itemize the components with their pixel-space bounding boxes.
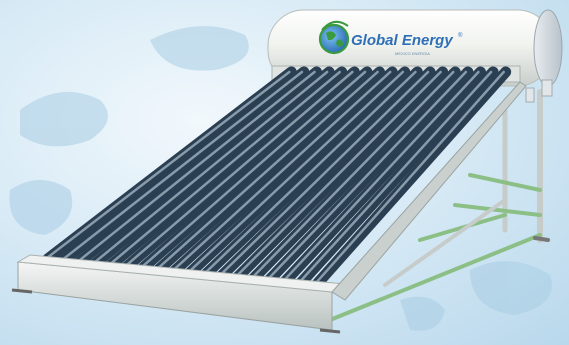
background-map-shapes [9,26,552,331]
vacuum-tube-highlight [75,70,316,264]
vacuum-tube [120,66,360,273]
vacuum-tube-highlight [201,70,417,277]
vacuum-tube-highlight [122,70,354,269]
vacuum-tube-highlight [185,70,405,276]
vacuum-tube [167,66,398,278]
vacuum-tube-highlight [295,70,493,287]
evacuated-tubes [42,66,512,293]
vacuum-tube-highlight [232,70,442,281]
vacuum-tube [293,66,499,291]
vacuum-tube-highlight [310,70,505,289]
bottom-rail [11,254,347,334]
vacuum-tube [199,66,423,281]
vacuum-tube-highlight [169,70,392,274]
brand-name: Global Energy [351,32,453,49]
brand-logo: Global Energy ® MEXICO ENERGIA [318,20,463,56]
vacuum-tube [183,66,411,280]
vacuum-tube-highlight [91,70,329,266]
vacuum-tube [214,66,436,283]
vacuum-tube-highlight [216,70,430,279]
vacuum-tube-highlight [248,70,455,282]
vacuum-tube [230,66,449,285]
vacuum-tube [136,66,373,275]
vacuum-tube-highlight [263,70,468,284]
vacuum-tube [246,66,461,286]
globe-icon [318,23,350,55]
vacuum-tube-highlight [279,70,480,286]
support-frame [328,89,550,322]
vacuum-tube [277,66,486,290]
vacuum-tube-highlight [107,70,341,267]
vacuum-tube [152,66,386,276]
vacuum-tube-highlight [60,70,304,262]
vacuum-tube [73,66,323,268]
vacuum-tube-highlight [138,70,367,271]
vacuum-tube-highlight [44,70,291,261]
side-rail [331,81,527,301]
vacuum-tube [89,66,335,270]
vacuum-tube [105,66,348,271]
vacuum-tube [308,66,512,293]
registered-mark: ® [458,32,463,39]
vacuum-tube-highlight [154,70,379,272]
brand-tagline: MEXICO ENERGIA [395,51,430,56]
vacuum-tube [261,66,474,288]
